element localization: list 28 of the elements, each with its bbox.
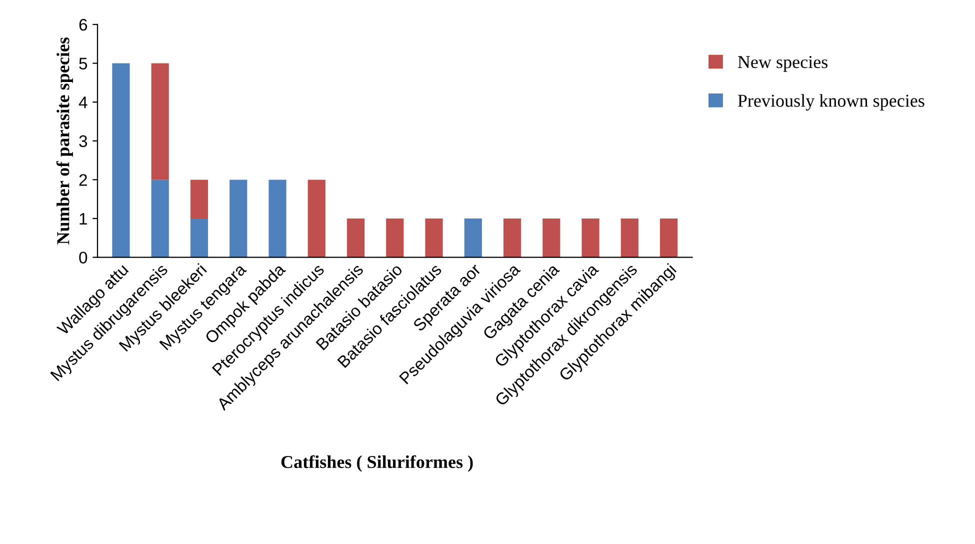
bar (190, 218, 208, 258)
bar (230, 180, 248, 258)
bar (660, 218, 678, 258)
bar (308, 180, 326, 258)
bar (151, 180, 169, 258)
bar (425, 218, 443, 258)
bar (151, 63, 169, 180)
x-axis-title: Catfishes ( Siluriformes ) (281, 455, 473, 472)
bar (503, 218, 522, 258)
y-tick-label: 1 (80, 213, 87, 225)
bar (386, 218, 404, 258)
bar (190, 180, 208, 219)
y-tick-label: 5 (79, 58, 88, 70)
y-tick-label: 0 (79, 252, 88, 264)
y-tick-label: 2 (79, 174, 87, 186)
y-tick-label: 3 (79, 135, 88, 148)
bar (620, 218, 638, 258)
bar (542, 218, 560, 258)
y-tick-label: 6 (79, 18, 88, 31)
y-axis-title: Number of parasite species (56, 37, 73, 244)
bar (112, 63, 130, 258)
bar (268, 180, 286, 258)
y-tick-label: 4 (78, 96, 88, 108)
legend-label: New species (738, 56, 828, 72)
bar (582, 218, 600, 258)
legend-label: Previously known species (738, 94, 924, 111)
bar (464, 218, 482, 258)
bar (346, 218, 365, 258)
